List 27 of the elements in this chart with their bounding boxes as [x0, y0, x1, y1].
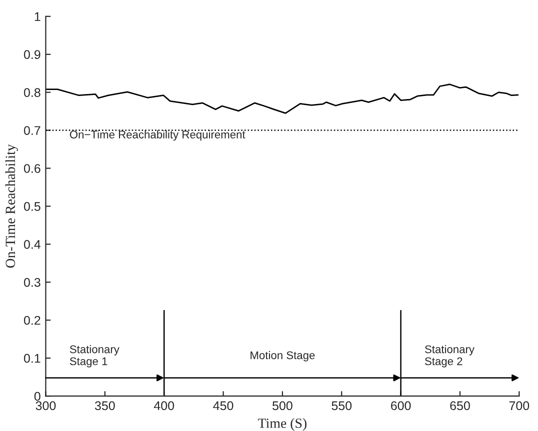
y-tick-label: 0.1 [24, 354, 40, 363]
annotation: Motion Stage [250, 351, 315, 362]
y-tick-label: 1 [34, 12, 40, 21]
x-tick-label: 350 [94, 401, 115, 410]
annotation: Stationary Stage 1 [70, 345, 120, 368]
x-tick-label: 300 [36, 401, 56, 410]
y-tick-label: 0.9 [24, 50, 40, 59]
y-tick-label: 0.6 [24, 164, 40, 173]
y-axis-title: On-Time Reachability [5, 144, 18, 268]
x-tick-label: 450 [213, 401, 234, 410]
line-series [46, 84, 519, 114]
ref-line-label: On−Time Reachability Requirement [70, 130, 246, 141]
y-tick-label: 0.3 [24, 278, 40, 287]
y-tick-label: 0.7 [24, 126, 40, 135]
x-axis-title: Time (S) [258, 418, 306, 431]
y-tick-label: 0.8 [24, 88, 40, 97]
y-tick-label: 0.2 [24, 316, 40, 325]
x-tick-label: 500 [272, 401, 292, 410]
x-tick-label: 550 [332, 401, 352, 410]
y-tick-label: 0.5 [24, 202, 40, 211]
x-tick-label: 600 [391, 401, 411, 410]
x-tick-label: 650 [450, 401, 470, 410]
x-tick-label: 400 [154, 401, 174, 410]
annotation: Stationary Stage 2 [424, 345, 474, 368]
y-tick-label: 0.4 [24, 240, 41, 249]
y-tick-label: 0 [34, 392, 40, 401]
x-tick-label: 700 [509, 401, 530, 410]
